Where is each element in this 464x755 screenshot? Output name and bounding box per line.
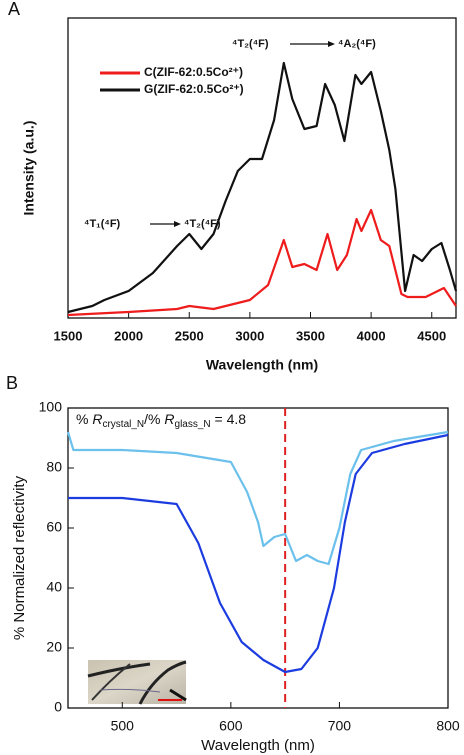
annotation-part: = 4.8 <box>211 411 247 427</box>
annotation-part: R <box>92 411 102 427</box>
x-tick-label: 700 <box>328 718 352 734</box>
annotation-part: glass_N <box>175 419 211 430</box>
y-tick-label: 60 <box>46 519 62 535</box>
annotation: ⁴T₂(⁴F) <box>184 218 221 230</box>
annotation: ⁴T₂(⁴F) <box>232 38 269 50</box>
annotation-part: R <box>164 411 174 427</box>
x-tick-label: 3500 <box>296 328 325 343</box>
y-tick-label: 20 <box>46 639 62 655</box>
x-tick-label: 4500 <box>417 328 446 343</box>
y-axis-title: Intensity (a.u.) <box>21 121 37 216</box>
panel-label: A <box>8 0 20 19</box>
series-line <box>68 433 449 674</box>
annotation-part: crystal_N <box>102 419 144 430</box>
plot-frame <box>67 17 457 319</box>
annotation: ⁴A₂(⁴F) <box>338 38 376 50</box>
annotation: % Rcrystal_N/% Rglass_N = 4.8 <box>76 411 246 430</box>
annotation-part: % <box>76 411 92 427</box>
series-line <box>66 430 449 566</box>
y-tick-label: 100 <box>39 399 63 415</box>
annotation-arrowhead <box>328 41 335 47</box>
y-tick-label: 0 <box>54 699 62 715</box>
x-axis-title: Wavelength (nm) <box>206 357 318 373</box>
legend-label: G(ZIF-62:0.5Co²⁺) <box>144 82 244 96</box>
x-tick-label: 3000 <box>235 328 264 343</box>
series-line <box>67 61 458 314</box>
x-tick-label: 600 <box>219 718 243 734</box>
x-tick-label: 2500 <box>175 328 204 343</box>
series-line <box>67 208 457 317</box>
x-tick-label: 4000 <box>357 328 386 343</box>
x-tick-label: 500 <box>111 718 135 734</box>
x-tick-label: 1500 <box>54 328 83 343</box>
x-tick-label: 2000 <box>114 328 143 343</box>
annotation-arrowhead <box>174 221 181 227</box>
annotation-part: /% <box>144 411 164 427</box>
y-tick-label: 80 <box>46 459 62 475</box>
legend-label: C(ZIF-62:0.5Co²⁺) <box>144 65 243 79</box>
inset-image <box>87 660 187 705</box>
annotation: ⁴T₁(⁴F) <box>84 218 121 230</box>
y-tick-label: 40 <box>46 579 62 595</box>
x-axis-title: Wavelength (nm) <box>201 737 315 754</box>
panel-label: B <box>6 373 18 393</box>
x-tick-label: 800 <box>436 718 460 734</box>
plot-frame <box>67 407 449 709</box>
y-axis-title: % Normalized reflectivity <box>11 475 28 640</box>
